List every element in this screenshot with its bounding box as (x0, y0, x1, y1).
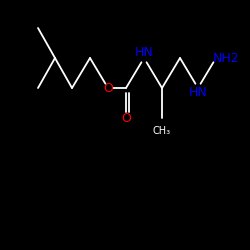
Text: CH₃: CH₃ (153, 126, 171, 136)
Text: NH2: NH2 (213, 52, 239, 64)
Text: HN: HN (189, 86, 208, 100)
Text: O: O (103, 82, 113, 94)
Text: HN: HN (134, 46, 154, 60)
Text: O: O (121, 112, 131, 124)
